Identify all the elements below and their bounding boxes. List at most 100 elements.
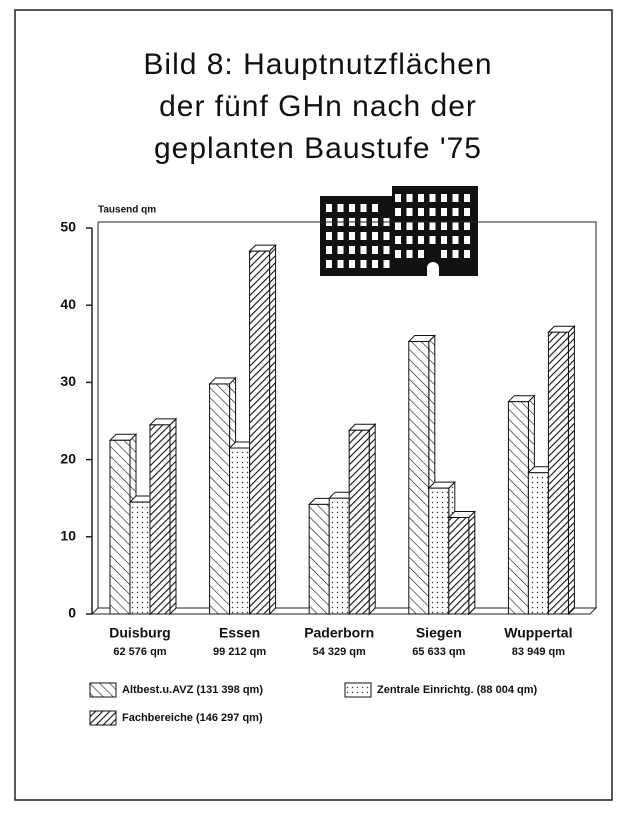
bar-front [448,517,470,615]
bar-side [567,325,575,616]
window [337,204,344,212]
y-tick-label: 0 [68,605,76,621]
bar-front [249,250,271,615]
window [326,246,332,254]
window [429,208,436,216]
x-tick-label: Wuppertal [504,625,572,641]
x-sublabel: 83 949 qm [512,646,565,658]
x-sublabel: 62 576 qm [113,646,166,658]
bar [248,243,277,616]
bar-front [109,439,131,615]
window [406,222,413,230]
bar-front [149,424,171,615]
window [372,204,378,212]
window [418,250,424,258]
window [418,208,424,216]
bar-front [527,472,549,615]
window [429,194,436,202]
window [383,246,390,254]
window [452,236,459,244]
window [383,260,390,268]
bar-front [348,429,370,615]
window [337,246,344,254]
bar [447,510,477,616]
legend-label: Fachbereiche (146 297 qm) [122,712,263,724]
window [452,250,459,258]
window [406,194,413,202]
back-wall [98,221,597,608]
y-tick-label: 40 [60,296,76,312]
window [429,222,436,230]
bar [547,325,576,616]
y-axis-label: Tausend qm [98,205,156,216]
building-icon [320,186,478,276]
window [441,208,447,216]
window [464,194,470,202]
bar-front [507,401,529,615]
window [360,260,367,268]
window [464,236,470,244]
bar [108,433,138,616]
window [326,204,332,212]
window [406,250,413,258]
window [383,232,390,240]
window [464,208,470,216]
bar-side [269,243,277,616]
window [360,246,367,254]
window [395,208,401,216]
window [349,232,355,240]
building-body [320,196,394,276]
y-tick-label: 30 [60,373,76,389]
window [372,246,378,254]
window [418,194,424,202]
x-sublabel: 99 212 qm [213,646,266,658]
bar-side [468,510,476,616]
window [452,208,459,216]
window [337,232,344,240]
bar-front [428,487,450,615]
window [337,260,344,268]
window [406,236,413,244]
window [360,204,367,212]
bar [208,376,237,616]
bar [347,423,377,616]
chart-title: geplanten Baustufe '75 [154,132,482,165]
window [326,260,332,268]
window [349,204,355,212]
window [441,250,447,258]
door [427,262,439,276]
legend-swatch [89,710,117,726]
window [395,222,401,230]
y-tick-label: 10 [60,528,76,544]
window [464,250,470,258]
window [429,236,436,244]
window [418,236,424,244]
chart-title: der fünf GHn nach der [159,90,477,123]
bar-front [209,383,231,615]
x-sublabel: 65 633 qm [412,646,465,658]
window [406,208,413,216]
x-tick-label: Essen [219,625,260,641]
bar-front [328,497,350,615]
window [360,232,367,240]
legend-label: Zentrale Einrichtg. (88 004 qm) [377,684,537,696]
bar [407,334,437,616]
y-tick-label: 50 [60,219,76,235]
window [441,236,447,244]
window [464,222,470,230]
window [349,246,355,254]
chart-title: Bild 8: Hauptnutzflächen [143,48,492,81]
bar [148,417,178,616]
bar-side [169,417,177,616]
window [395,250,401,258]
window [372,232,378,240]
frame [14,9,613,801]
y-tick-label: 20 [60,450,76,466]
window [395,194,401,202]
window [349,260,355,268]
x-tick-label: Paderborn [304,625,374,641]
bar-side [368,423,376,616]
window [395,236,401,244]
window [326,232,332,240]
